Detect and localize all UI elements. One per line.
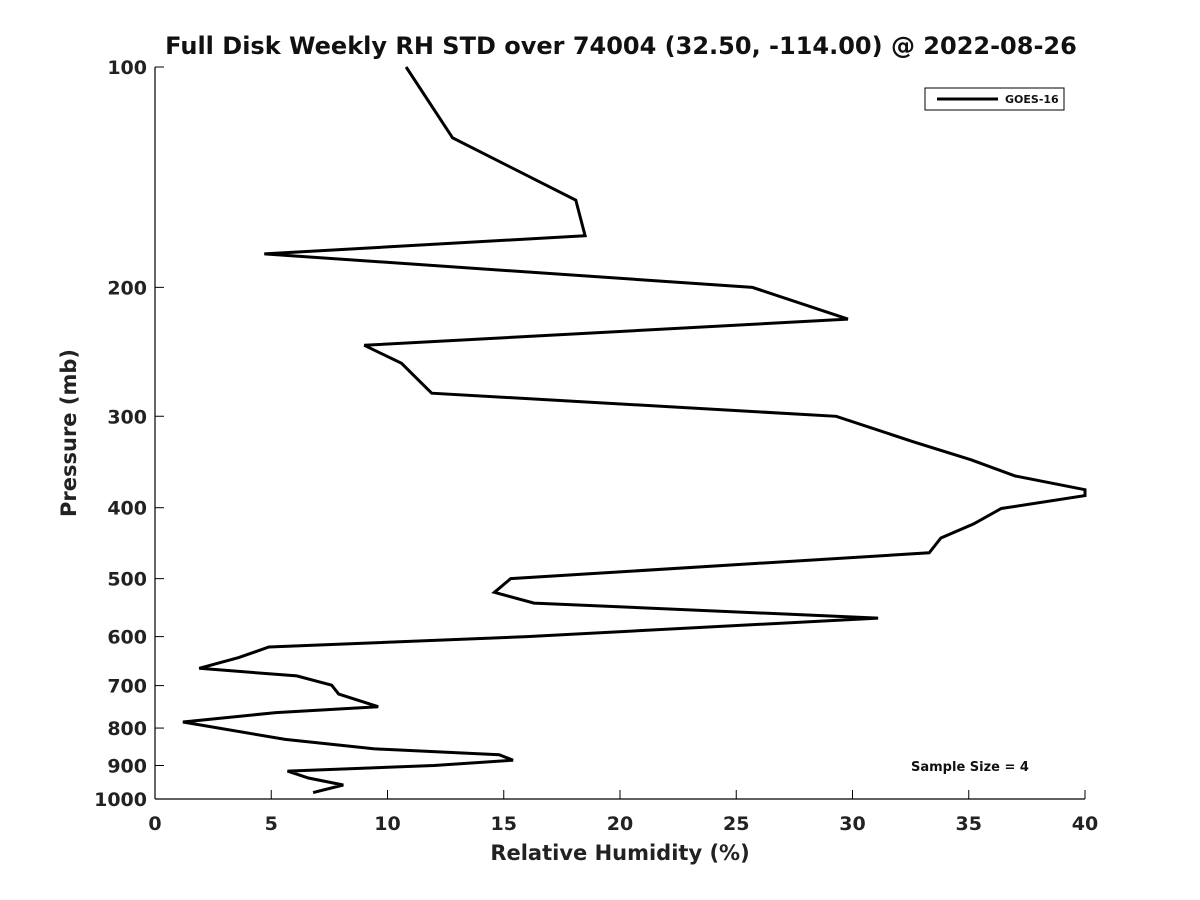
- x-tick-label: 35: [956, 813, 982, 835]
- y-tick-label: 1000: [94, 789, 147, 811]
- y-tick-label: 300: [107, 406, 147, 428]
- y-tick-label: 500: [107, 569, 147, 591]
- y-tick-label: 100: [107, 57, 147, 79]
- y-tick-label: 600: [107, 627, 147, 649]
- y-tick-label: 700: [107, 676, 147, 698]
- y-axis-label: Pressure (mb): [57, 349, 81, 517]
- chart-title: Full Disk Weekly RH STD over 74004 (32.5…: [165, 32, 1077, 60]
- x-tick-label: 5: [265, 813, 278, 835]
- y-tick-label: 800: [107, 718, 147, 740]
- x-tick-label: 10: [374, 813, 400, 835]
- legend-entry-goes-16: GOES-16: [1005, 93, 1059, 106]
- y-tick-label: 200: [107, 277, 147, 299]
- y-tick-label: 900: [107, 756, 147, 778]
- legend: GOES-16: [924, 87, 1065, 111]
- sample-size-annotation: Sample Size = 4: [911, 760, 1029, 775]
- x-tick-label: 0: [148, 813, 161, 835]
- x-tick-label: 25: [723, 813, 749, 835]
- x-axis-label: Relative Humidity (%): [490, 841, 749, 865]
- x-tick-label: 30: [839, 813, 865, 835]
- x-tick-label: 40: [1072, 813, 1098, 835]
- y-tick-label: 400: [107, 498, 147, 520]
- series-line-goes-16: [182, 66, 1087, 795]
- x-tick-label: 20: [607, 813, 633, 835]
- axis-ticks: 0 5 10 15 20 25 30 35 40 100 200 300 400 500 600 700 800…: [94, 57, 1098, 835]
- plot-area: [154, 66, 1087, 800]
- x-tick-label: 15: [491, 813, 517, 835]
